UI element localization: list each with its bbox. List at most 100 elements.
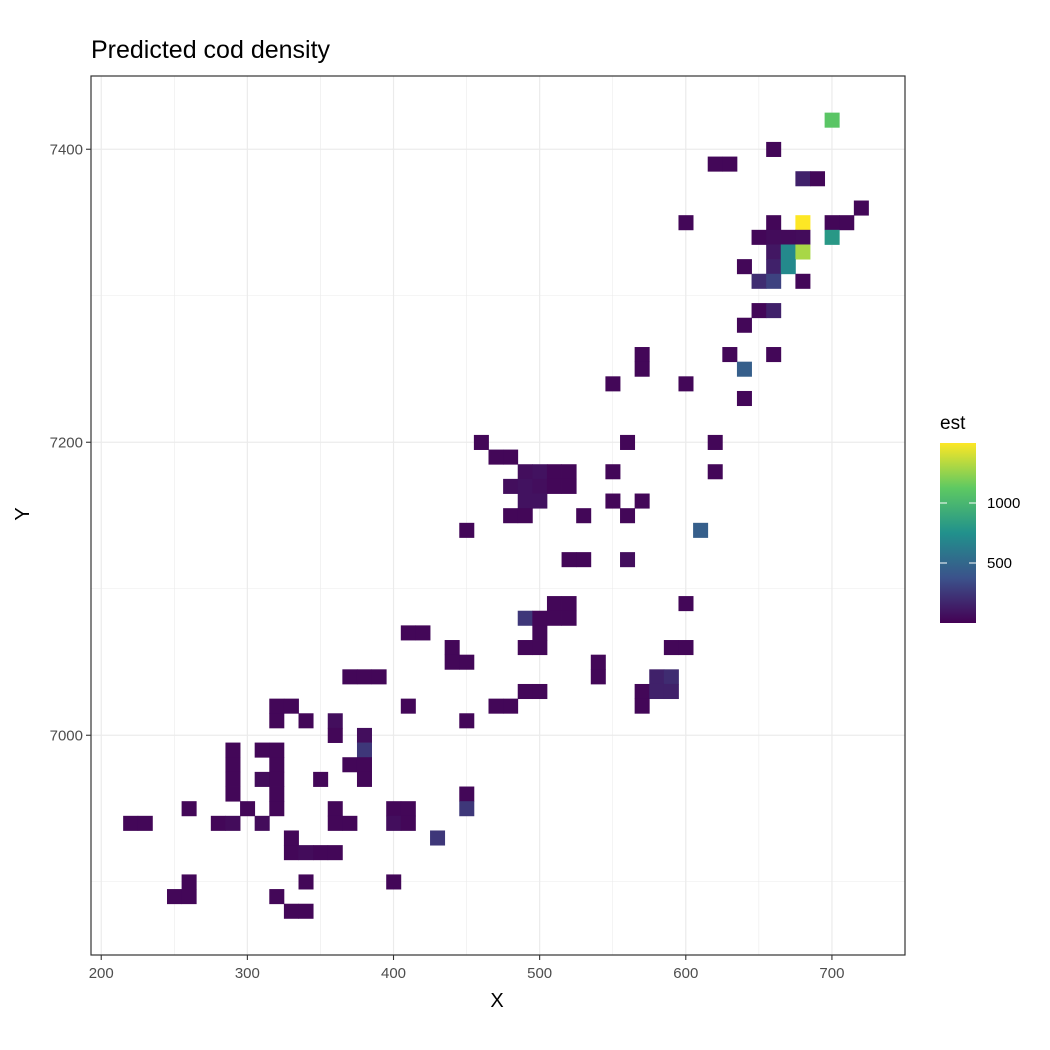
heatmap-cell <box>327 845 343 861</box>
heatmap-cell <box>532 478 548 494</box>
plot-panel-border <box>90 75 906 956</box>
heatmap-cell <box>780 259 796 275</box>
heatmap-cell <box>546 464 562 480</box>
legend-ticks: 500 1000 <box>940 495 1020 572</box>
heatmap-cell <box>430 830 446 846</box>
heatmap-cell <box>766 273 782 289</box>
heatmap-cell <box>766 229 782 245</box>
heatmap-cell <box>663 683 679 700</box>
heatmap-cell <box>269 786 285 802</box>
heatmap-cell <box>342 757 358 773</box>
heatmap-cell <box>839 215 855 231</box>
heatmap-cell <box>517 464 533 480</box>
color-legend: est 500 1000 <box>940 413 1020 623</box>
heatmap-cell <box>254 742 270 758</box>
heatmap-cell <box>459 654 475 670</box>
heatmap-cell <box>751 229 767 245</box>
heatmap-cell <box>649 669 665 685</box>
heatmap-cell <box>444 654 460 670</box>
x-tick-label: 700 <box>819 965 844 982</box>
legend-tick-label: 1000 <box>987 495 1020 512</box>
heatmap-cell <box>503 449 519 465</box>
heatmap-cell <box>678 215 694 231</box>
heatmap-cell <box>444 640 460 656</box>
heatmap-cell <box>327 713 343 729</box>
heatmap-cell <box>254 771 270 787</box>
heatmap-cell <box>780 229 796 245</box>
heatmap-cell <box>283 698 299 714</box>
heatmap-cell <box>766 259 782 275</box>
heatmap-cell <box>824 229 840 245</box>
heatmap-cell <box>313 845 329 861</box>
heatmap-cell <box>386 801 402 817</box>
heatmap-cell <box>400 815 416 831</box>
heatmap-cell <box>693 522 709 538</box>
heatmap-cell <box>649 683 665 700</box>
heatmap-cell <box>532 610 548 626</box>
heatmap-cell <box>459 522 475 538</box>
heatmap-cell <box>298 713 314 729</box>
heatmap-cell <box>561 610 577 626</box>
x-axis-label: X <box>490 990 503 1012</box>
heatmap-cell <box>327 815 343 831</box>
heatmap-cell <box>590 654 606 670</box>
heatmap-cell <box>620 434 636 450</box>
heatmap-cell <box>532 464 548 480</box>
heatmap-cell <box>663 640 679 656</box>
heatmap-cell <box>225 757 241 773</box>
legend-colorbar <box>940 443 976 623</box>
legend-title: est <box>940 413 966 434</box>
heatmap-cell <box>605 464 621 480</box>
heatmap-cell <box>327 801 343 817</box>
heatmap-cell <box>137 815 153 831</box>
heatmap-cell <box>736 361 752 377</box>
heatmap-cell <box>766 215 782 231</box>
heatmap-cell <box>225 815 241 831</box>
heatmap-cell <box>517 683 533 700</box>
heatmap-cell <box>313 771 329 787</box>
heatmap-cell <box>283 903 299 919</box>
heatmap-cell <box>459 713 475 729</box>
heatmap-cell <box>517 478 533 494</box>
heatmap-cell <box>795 244 811 260</box>
heatmap-cell <box>503 478 519 494</box>
x-tick-label: 300 <box>235 965 260 982</box>
heatmap-cell <box>795 273 811 289</box>
heatmap-cell <box>766 303 782 319</box>
heatmap-cells <box>123 112 869 919</box>
legend-tick-label: 500 <box>987 555 1012 572</box>
heatmap-cell <box>707 464 723 480</box>
heatmap-cell <box>678 376 694 392</box>
heatmap-cell <box>283 845 299 861</box>
heatmap-cell <box>546 478 562 494</box>
heatmap-cell <box>400 625 416 641</box>
heatmap-cell <box>546 596 562 612</box>
heatmap-cell <box>371 669 387 685</box>
heatmap-cell <box>298 874 314 890</box>
heatmap-cell <box>181 889 197 905</box>
heatmap-cell <box>459 786 475 802</box>
heatmap-cell <box>810 171 826 187</box>
heatmap-cell <box>605 376 621 392</box>
y-axis-ticks: 7000 7200 7400 <box>50 141 91 744</box>
heatmap-cell <box>780 244 796 260</box>
heatmap-cell <box>561 596 577 612</box>
heatmap-cell <box>269 713 285 729</box>
y-tick-label: 7000 <box>50 727 83 744</box>
heatmap-cell <box>561 478 577 494</box>
heatmap-cell <box>503 508 519 524</box>
heatmap-cell <box>663 669 679 685</box>
heatmap-cell <box>473 434 489 450</box>
heatmap-cell <box>240 801 256 817</box>
heatmap-cell <box>561 464 577 480</box>
y-tick-label: 7200 <box>50 434 83 451</box>
heatmap-cell <box>269 889 285 905</box>
heatmap-cell <box>620 508 636 524</box>
heatmap-cell <box>386 815 402 831</box>
heatmap-cell <box>400 698 416 714</box>
x-axis-ticks: 200 300 400 500 600 700 <box>89 955 844 982</box>
heatmap-cell <box>751 273 767 289</box>
heatmap-cell <box>766 347 782 363</box>
heatmap-cell <box>269 698 285 714</box>
